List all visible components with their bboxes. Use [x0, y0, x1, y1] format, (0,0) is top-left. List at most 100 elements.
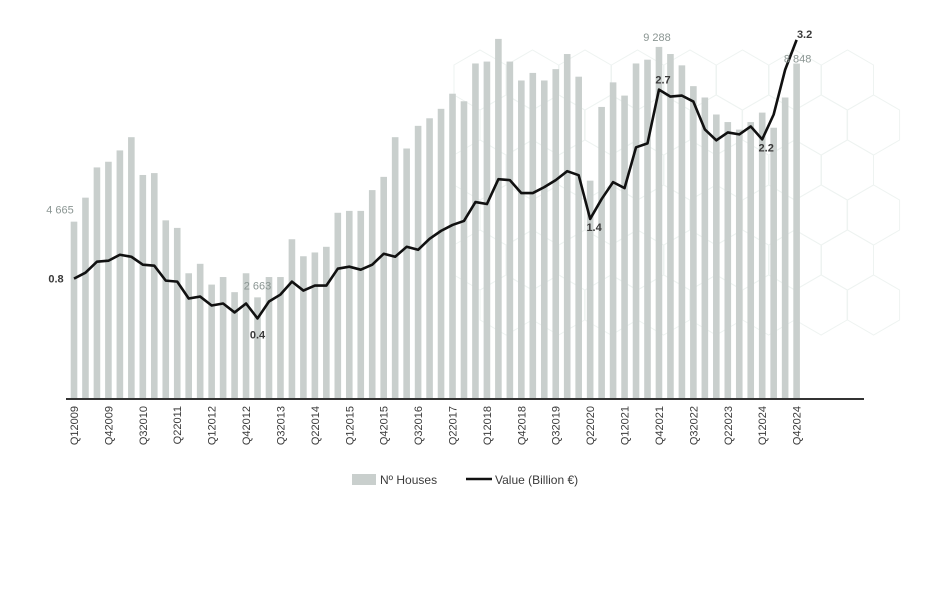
bar [242, 273, 250, 398]
bar [655, 46, 663, 398]
bar [380, 176, 387, 398]
watermark-hexagon [821, 139, 874, 201]
bar [323, 246, 330, 398]
watermark-hexagon [794, 274, 848, 336]
bar [300, 256, 307, 398]
bar [735, 129, 743, 398]
bar [495, 38, 502, 399]
bar [231, 292, 238, 398]
bar-data-label: 4 665 [46, 205, 74, 217]
bar [563, 54, 571, 399]
bar [208, 284, 215, 398]
legend-bars-swatch [352, 474, 376, 485]
x-tick-label: Q22011 [172, 406, 184, 444]
x-tick-label: Q12012 [207, 406, 219, 445]
x-tick-label: Q12024 [757, 406, 769, 445]
bar-data-labels: 4 665 2 663 9 288 8 848 [46, 32, 811, 292]
bar [506, 61, 514, 398]
bar [529, 72, 537, 399]
x-tick-label: Q32010 [138, 406, 150, 445]
watermark-hexagon [847, 184, 901, 246]
bar [747, 122, 755, 398]
watermark-hexagon [716, 49, 769, 111]
line-data-label: 2.2 [759, 142, 774, 154]
bar [586, 180, 594, 398]
bar-data-label: 8 848 [784, 54, 812, 66]
x-tick-label: Q22023 [723, 406, 735, 445]
bar [460, 101, 468, 399]
bar [414, 125, 422, 398]
x-tick-label: Q12021 [620, 406, 632, 445]
bar [781, 97, 789, 399]
bar [345, 210, 353, 398]
bar [105, 161, 112, 398]
x-tick-labels: Q12009 Q42009 Q32010 Q22011 Q12012 Q42012 Q320… [69, 406, 804, 445]
line-data-label: 1.4 [586, 222, 602, 234]
bar [758, 112, 766, 399]
watermark-hexagon [847, 274, 901, 336]
bar [265, 277, 273, 398]
bar [277, 277, 284, 398]
bar [575, 76, 582, 398]
bar [437, 108, 445, 398]
x-tick-label: Q32022 [688, 406, 700, 445]
bar [311, 252, 319, 398]
x-tick-label: Q42018 [516, 406, 528, 445]
bar [701, 97, 709, 399]
bar [139, 174, 147, 398]
line-series [73, 39, 798, 320]
bar [391, 137, 399, 398]
bar [82, 197, 89, 398]
x-tick-label: Q42024 [792, 406, 804, 445]
watermark-hexagon [794, 94, 848, 156]
bar [609, 82, 617, 399]
bar-data-label: 2 663 [244, 280, 272, 292]
bar [116, 150, 124, 398]
line-data-label: 2.7 [655, 75, 670, 87]
bar [552, 69, 560, 398]
bar [357, 210, 365, 398]
bar [793, 63, 800, 399]
legend-line-label: Value (Billion €) [495, 473, 578, 487]
bar [598, 106, 605, 398]
x-tick-label: Q12015 [344, 406, 356, 445]
bar [713, 114, 720, 398]
bar [185, 273, 192, 398]
bar [196, 263, 204, 398]
bar [288, 239, 296, 398]
bar [724, 122, 732, 398]
x-tick-label: Q42021 [654, 406, 666, 445]
bar [690, 86, 697, 399]
x-tick-label: Q22017 [448, 406, 460, 445]
legend-bars-label: Nº Houses [380, 473, 437, 487]
watermark-hexagon [821, 49, 874, 111]
watermark-hexagon [794, 184, 848, 246]
x-tick-label: Q42012 [241, 406, 253, 445]
bar [219, 277, 227, 398]
bar [93, 167, 101, 398]
bar [518, 80, 525, 398]
watermark-hexagon [847, 94, 901, 156]
bar [770, 127, 777, 398]
bar [334, 212, 342, 398]
line-data-label: 3.2 [797, 29, 812, 41]
legend: Nº Houses Value (Billion €) [352, 473, 578, 487]
bar [667, 54, 674, 399]
bar [128, 137, 135, 398]
bar [483, 61, 491, 398]
bar [368, 190, 376, 398]
bar [621, 95, 628, 398]
bar [426, 118, 433, 398]
bar [70, 221, 78, 398]
x-tick-label: Q42009 [103, 406, 115, 445]
bar [632, 63, 640, 398]
bar [644, 59, 651, 398]
bar-data-label: 9 288 [643, 32, 671, 44]
bar-series [70, 38, 800, 399]
value-line [73, 39, 798, 320]
x-tick-label: Q12018 [482, 406, 494, 445]
x-tick-label: Q32013 [275, 406, 287, 445]
bar [150, 173, 158, 398]
x-tick-label: Q22020 [585, 406, 597, 445]
